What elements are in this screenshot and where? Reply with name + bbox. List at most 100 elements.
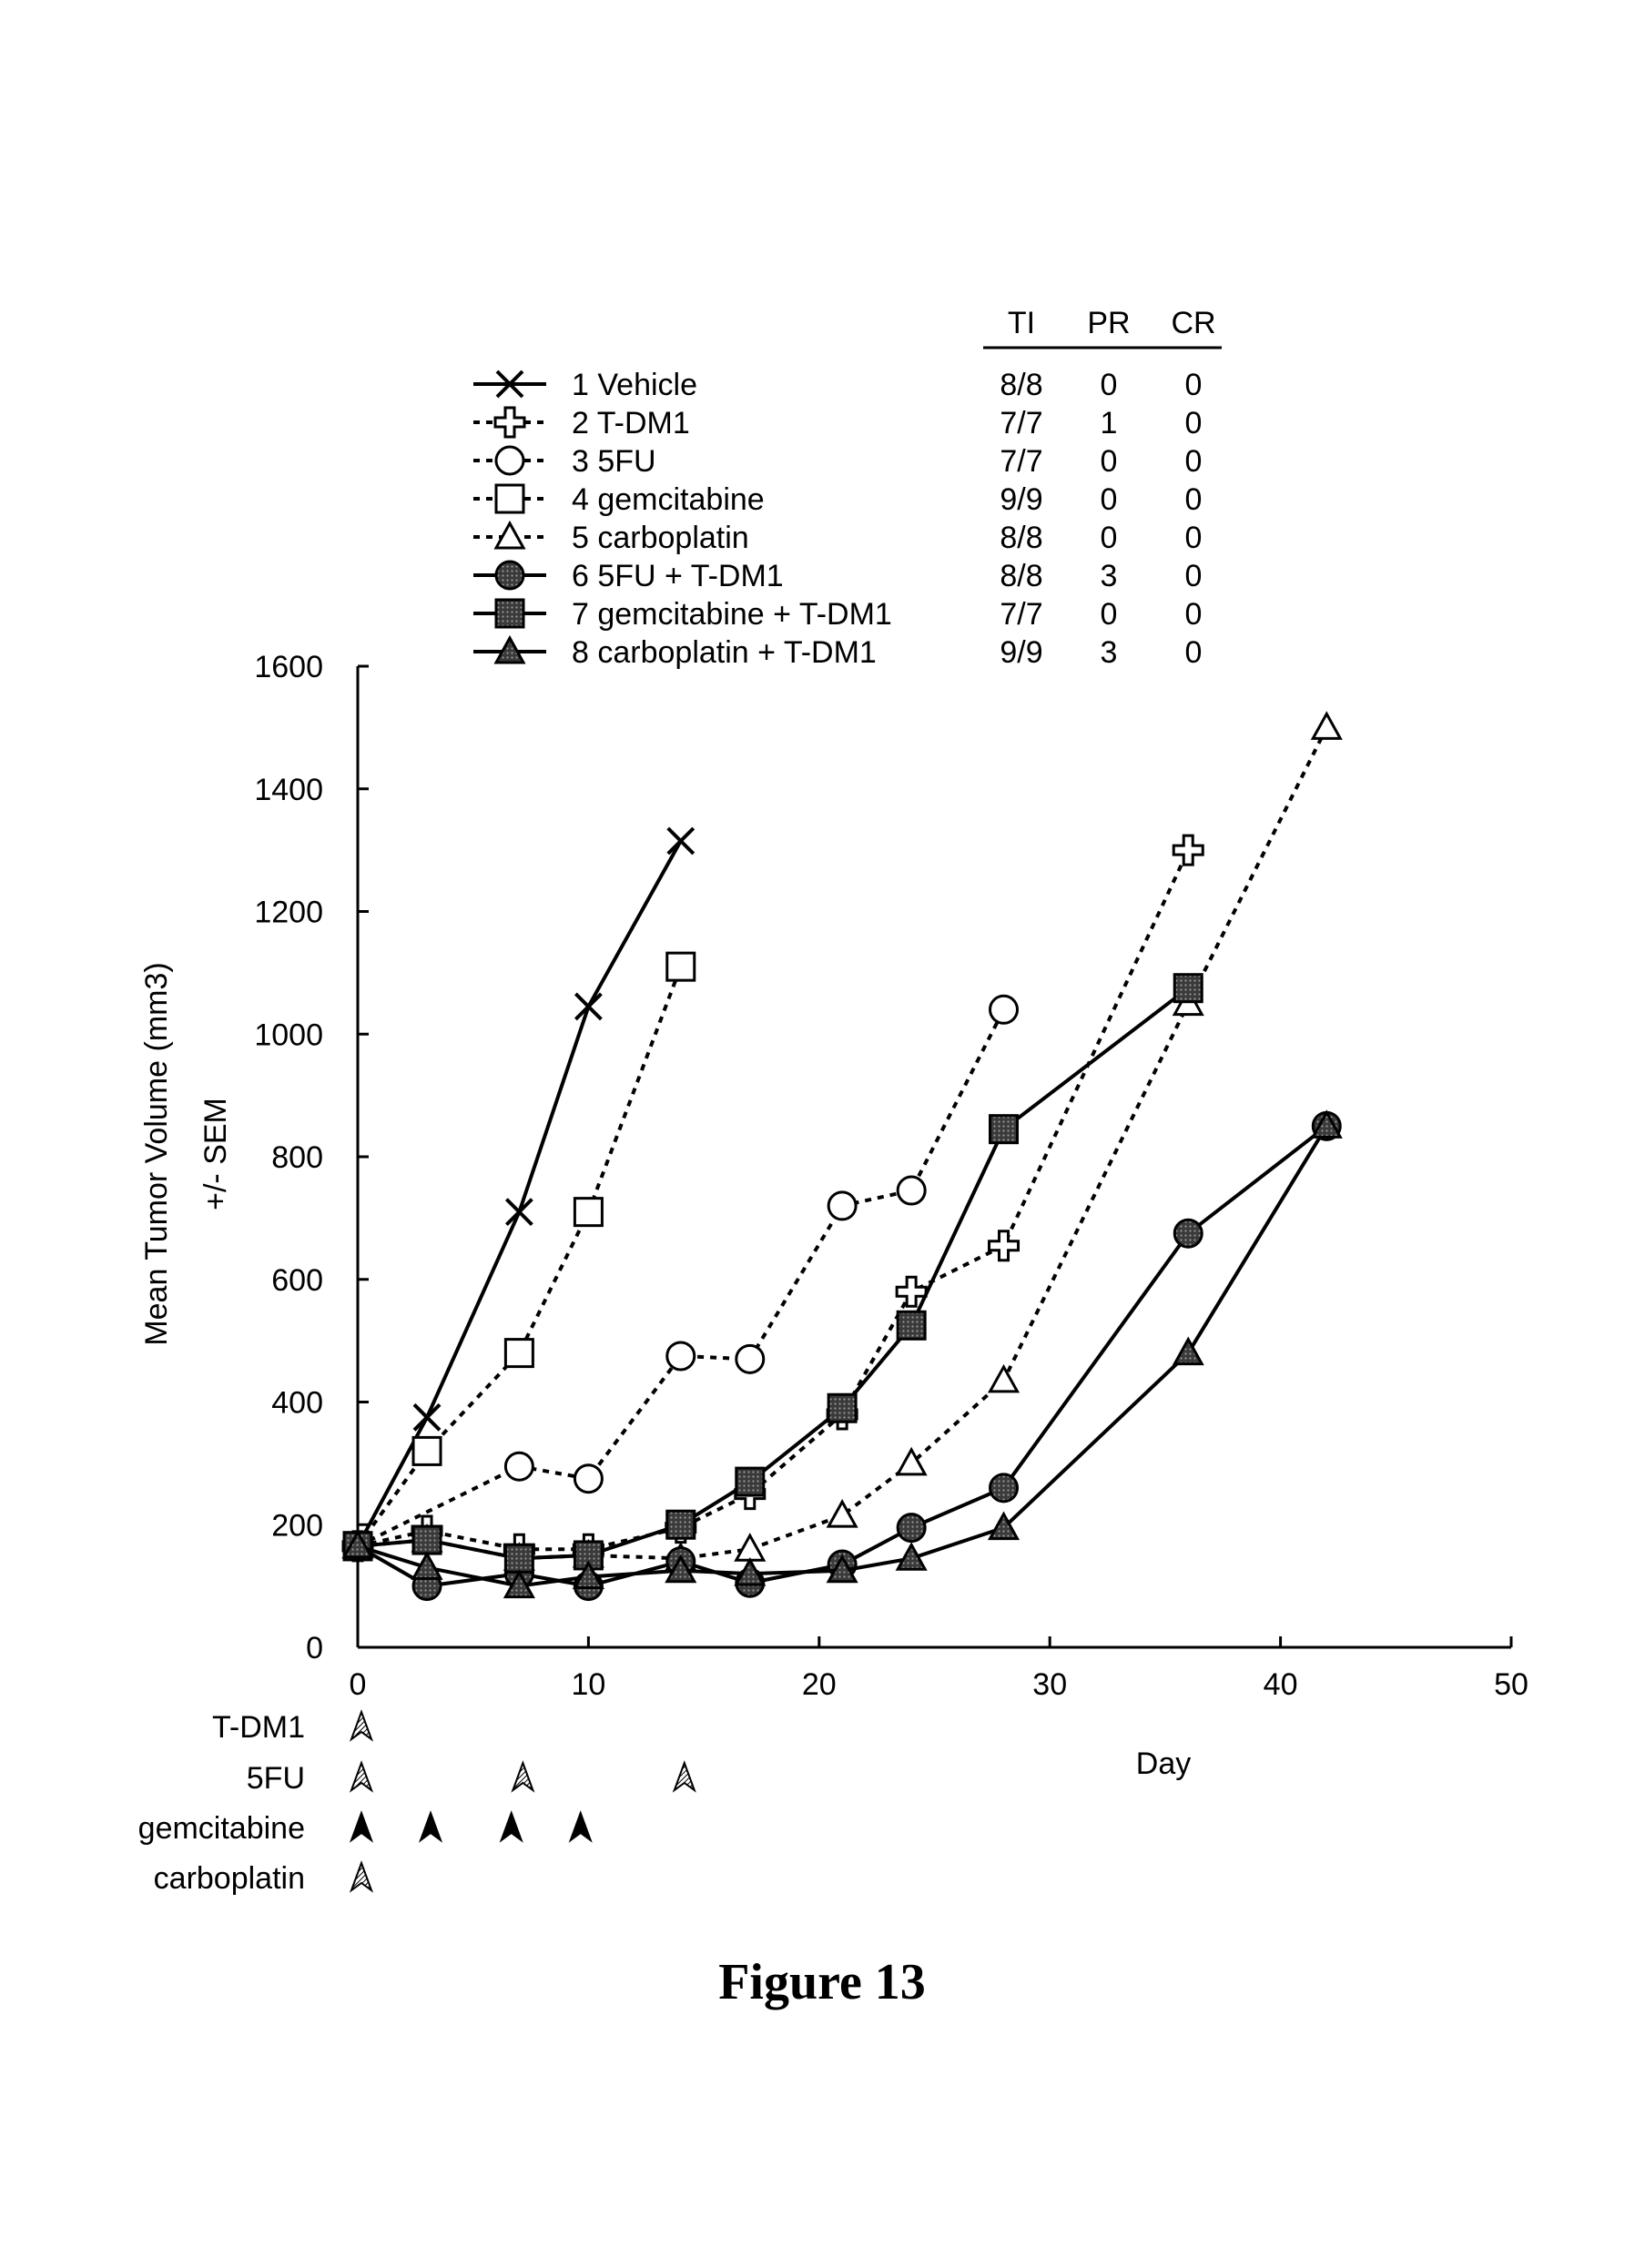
header-pr: PR (1087, 306, 1130, 340)
legend-entry-8: 8 carboplatin + T-DM1 9/9 3 0 (473, 635, 1202, 670)
x-tick-label: 0 (350, 1667, 367, 1702)
y-ticks: 02004006008001000120014001600 (254, 650, 369, 1666)
x-axis-label: Day (1136, 1747, 1191, 1781)
data-point (413, 1437, 441, 1464)
data-point (898, 1177, 925, 1204)
legend-label: 1 Vehicle (572, 368, 697, 402)
dosing-schedule: T-DM15FUgemcitabinecarboplatin (138, 1710, 695, 1896)
dose-arrow-icon (351, 1712, 371, 1739)
data-point (990, 1367, 1018, 1392)
figure-caption: Figure 13 (718, 1954, 926, 2010)
header-ti: TI (1008, 306, 1035, 340)
legend-cr-value: 0 (1185, 368, 1203, 402)
data-point (736, 1535, 764, 1560)
legend-entry-2: 2 T-DM17/710 (473, 406, 1202, 440)
legend-entry-7: 7 gemcitabine + T-DM17/700 (473, 597, 1202, 632)
y-tick-label: 1200 (254, 896, 323, 930)
legend-entry-6: 6 5FU + T-DM18/830 (473, 559, 1202, 593)
y-axis-label-sem: +/- SEM (198, 1098, 233, 1210)
data-point (898, 1311, 925, 1339)
dose-arrow-icon (675, 1763, 695, 1790)
series-1 (345, 828, 694, 1559)
legend-cr-value: 0 (1185, 444, 1203, 479)
legend-marker (496, 485, 523, 512)
legend-cr-value: 0 (1185, 406, 1203, 440)
data-point (414, 1404, 440, 1430)
x-tick-label: 30 (1032, 1667, 1067, 1702)
legend-marker (496, 447, 523, 474)
legend-label: 4 gemcitabine (572, 482, 765, 517)
y-tick-label: 200 (271, 1508, 323, 1543)
legend-ti-value: 7/7 (1000, 444, 1042, 479)
data-point (575, 994, 601, 1019)
data-point (1174, 975, 1202, 1002)
header-cr: CR (1171, 306, 1215, 340)
legend-pr-value: 0 (1101, 521, 1118, 555)
legend-label: 3 5FU (572, 444, 656, 479)
legend-pr-value: 0 (1101, 482, 1118, 517)
series-line (358, 841, 681, 1546)
legend-entry-5: 5 carboplatin 8/8 0 0 (473, 521, 1202, 555)
legend-pr-value: 3 (1101, 635, 1118, 670)
legend-label: 7 gemcitabine + T-DM1 (572, 597, 892, 632)
legend-ti-value: 8/8 (1000, 521, 1042, 555)
y-tick-label: 600 (271, 1263, 323, 1298)
y-tick-label: 1400 (254, 773, 323, 807)
x-tick-label: 10 (571, 1667, 605, 1702)
legend-label: 8 carboplatin + T-DM1 (572, 635, 877, 670)
series-7 (344, 975, 1202, 1573)
dosing-label: carboplatin (154, 1861, 305, 1896)
data-point (828, 1394, 856, 1422)
legend-label: 5 carboplatin (572, 521, 749, 555)
data-point (1174, 1220, 1202, 1247)
legend-ti-value: 8/8 (1000, 559, 1042, 593)
y-tick-label: 800 (271, 1140, 323, 1175)
legend-pr-value: 1 (1101, 406, 1118, 440)
legend-marker (496, 600, 523, 627)
data-point (736, 1468, 764, 1495)
data-point (1173, 835, 1203, 865)
legend-marker (496, 562, 523, 589)
legend-ti-value: 9/9 (1000, 635, 1042, 670)
series-line (358, 850, 1188, 1549)
data-point (1313, 714, 1340, 738)
legend-ti-value: 7/7 (1000, 406, 1042, 440)
data-point (667, 953, 695, 980)
x-tick-label: 50 (1494, 1667, 1528, 1702)
data-point (828, 1192, 856, 1220)
data-point (736, 1345, 764, 1372)
dose-arrow-icon (421, 1813, 441, 1840)
data-point (506, 1200, 532, 1225)
y-tick-label: 1600 (254, 650, 323, 684)
y-tick-label: 400 (271, 1386, 323, 1421)
legend-marker (495, 408, 524, 437)
legend-cr-value: 0 (1185, 559, 1203, 593)
dose-arrow-icon (351, 1813, 371, 1840)
data-point (1174, 1340, 1202, 1364)
legend-cr-value: 0 (1185, 597, 1203, 632)
dose-arrow-icon (513, 1763, 533, 1790)
data-point (574, 1199, 602, 1226)
dose-arrow-icon (571, 1813, 591, 1840)
data-point (505, 1340, 533, 1367)
dosing-label: 5FU (247, 1761, 305, 1796)
legend-entry-4: 4 gemcitabine9/900 (473, 482, 1202, 517)
data-point (990, 1474, 1018, 1502)
legend: 1 Vehicle8/8002 T-DM17/7103 5FU7/7004 ge… (473, 368, 1202, 670)
data-point (505, 1453, 533, 1480)
axes (358, 666, 1511, 1647)
data-point (898, 1514, 925, 1542)
legend-cr-value: 0 (1185, 635, 1203, 670)
legend-table-header: TI PR CR (983, 306, 1222, 348)
legend-cr-value: 0 (1185, 482, 1203, 517)
data-point (574, 1465, 602, 1493)
plot-area (343, 714, 1340, 1599)
legend-pr-value: 0 (1101, 368, 1118, 402)
legend-pr-value: 0 (1101, 597, 1118, 632)
dose-arrow-icon (502, 1813, 522, 1840)
data-point (505, 1544, 533, 1572)
legend-cr-value: 0 (1185, 521, 1203, 555)
series-2 (343, 835, 1203, 1564)
dosing-label: T-DM1 (212, 1710, 305, 1745)
